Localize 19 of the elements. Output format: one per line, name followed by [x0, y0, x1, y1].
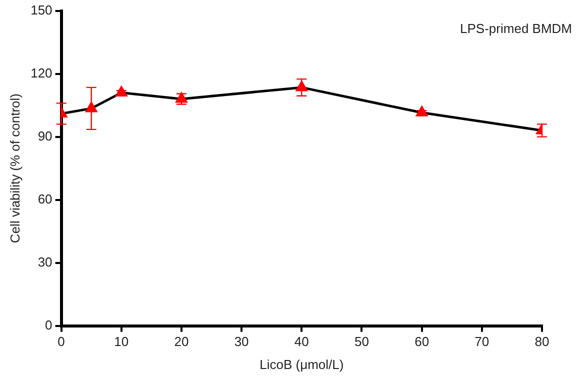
x-tick-label: 30: [234, 334, 249, 350]
y-tick-label: 30: [38, 254, 52, 270]
x-tick-label: 40: [294, 334, 309, 350]
y-axis-title: Cell viability (% of control): [7, 94, 22, 244]
y-tick-label: 120: [30, 65, 52, 80]
y-tick-label: 90: [38, 128, 52, 144]
x-tick-label: 10: [114, 334, 129, 350]
y-tick-label: 150: [30, 2, 52, 18]
x-tick-label: 20: [174, 334, 189, 350]
x-tick-label: 70: [474, 334, 490, 350]
point: [296, 81, 308, 92]
x-tick-label: 50: [354, 334, 369, 350]
x-tick-label: 80: [534, 334, 550, 350]
x-tick-label: 60: [414, 334, 430, 350]
x-axis-title: LicoB (μmol/L): [260, 356, 344, 372]
y-tick-label: 60: [38, 191, 52, 206]
y-tick-label: 0: [45, 317, 52, 332]
annotation: LPS-primed BMDM: [460, 20, 572, 36]
x-tick-label: 0: [58, 334, 65, 350]
